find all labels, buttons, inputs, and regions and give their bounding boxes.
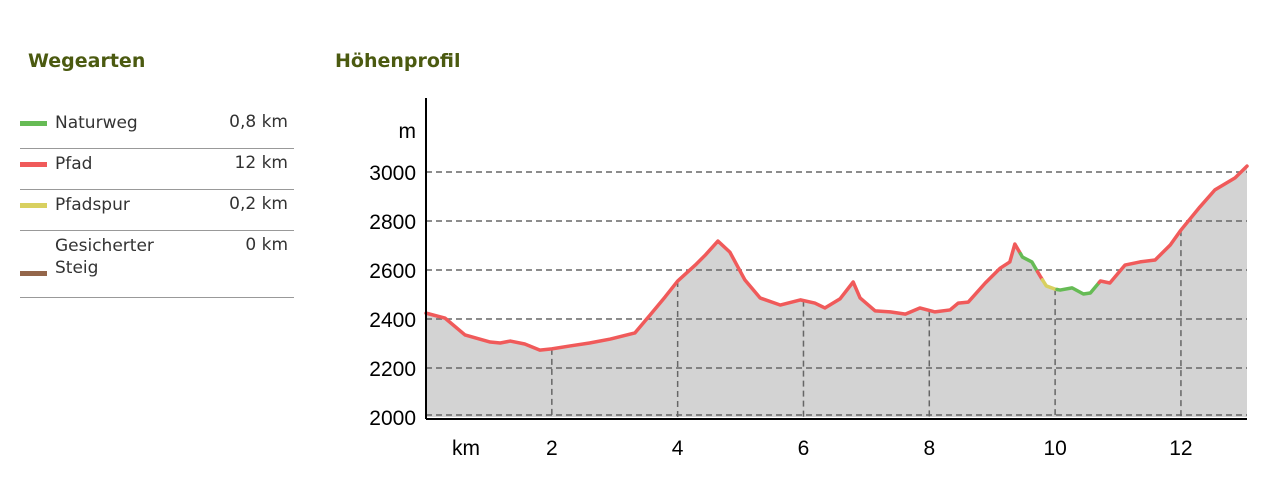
y-tick-label: 2200 — [369, 358, 416, 381]
legend-item-gesicherter-steig: Gesicherter Steig 0 km — [20, 231, 294, 298]
profile-segment-naturweg — [1055, 280, 1101, 296]
pfadspur-swatch — [20, 203, 47, 208]
x-tick-label: 6 — [798, 437, 810, 460]
x-axis-unit: km — [452, 437, 480, 460]
x-tick-label: 10 — [1043, 437, 1066, 460]
x-tick-label: 4 — [672, 437, 684, 460]
profile-segment-pfad — [1097, 164, 1249, 285]
legend-item-pfadspur: Pfadspur 0,2 km — [20, 190, 294, 231]
chart-title: Höhenprofil — [335, 50, 461, 72]
pfad-swatch — [20, 162, 47, 167]
y-tick-label: 2000 — [369, 407, 416, 430]
y-axis-unit: m — [399, 120, 417, 143]
profile-segment-pfad — [424, 239, 1023, 352]
x-tick-label: 8 — [923, 437, 935, 460]
naturweg-swatch — [20, 121, 47, 126]
profile-segment-naturweg — [1018, 252, 1040, 274]
elevation-area — [426, 166, 1247, 417]
legend-item-naturweg: Naturweg 0,8 km — [20, 108, 294, 149]
legend-title: Wegearten — [28, 50, 146, 72]
x-tick-label: 2 — [546, 437, 558, 460]
steig-swatch — [20, 271, 47, 276]
legend-item-pfad: Pfad 12 km — [20, 149, 294, 190]
y-tick-label: 3000 — [369, 162, 416, 185]
trail-type-legend: Naturweg 0,8 km Pfad 12 km Pfadspur 0,2 km … — [20, 108, 294, 298]
x-tick-label: 12 — [1169, 437, 1192, 460]
y-tick-label: 2600 — [369, 260, 416, 283]
y-tick-label: 2800 — [369, 211, 416, 234]
y-tick-label: 2400 — [369, 309, 416, 332]
